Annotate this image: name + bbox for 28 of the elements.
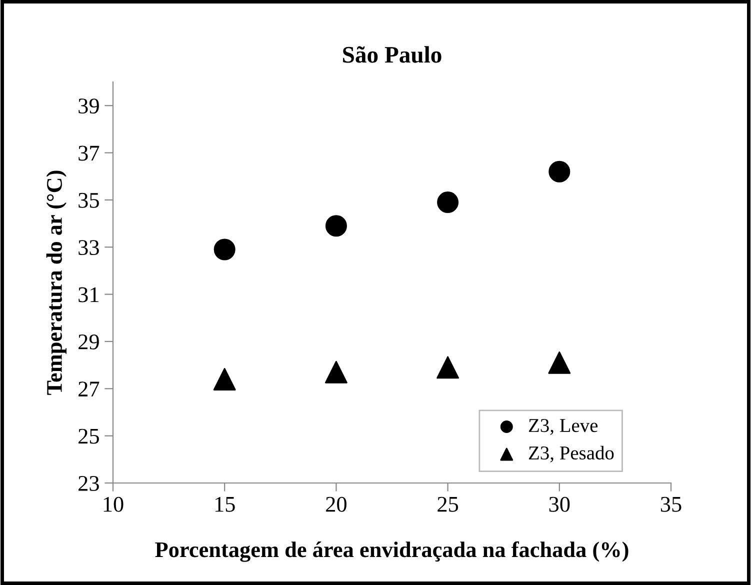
x-tick-label: 30: [549, 496, 570, 512]
x-tick-label: 25: [438, 496, 458, 512]
point: [325, 215, 347, 237]
legend-label: Z3, Pesado: [528, 446, 614, 462]
y-tick-label: 33: [78, 240, 99, 256]
y-tick-label: 39: [78, 98, 99, 114]
x-tick-label: 35: [660, 496, 682, 512]
x-tick-label: 20: [326, 496, 346, 512]
point: [548, 351, 571, 374]
point: [213, 368, 236, 390]
legend-label: Z3, Leve: [528, 419, 598, 435]
x-axis-title: Porcentagem de área envidraçada na fachada (%): [155, 541, 628, 562]
x-tick-label: 10: [104, 496, 124, 512]
y-tick-label: 29: [78, 334, 99, 350]
chart-title: São Paulo: [343, 46, 442, 63]
point: [324, 360, 348, 384]
y-tick-label: 31: [78, 287, 98, 302]
x-tick-label: 15: [215, 496, 235, 512]
point: [548, 160, 570, 182]
y-tick-label: 27: [78, 382, 100, 396]
y-tick-label: 25: [78, 428, 99, 444]
y-tick-label: 35: [78, 192, 99, 208]
y-tick-label: 37: [78, 146, 100, 161]
y-axis-title: Temperatura do ar (°C): [46, 170, 66, 395]
y-tick-label: 23: [78, 476, 99, 491]
point: [437, 192, 459, 214]
point: [214, 238, 236, 260]
point: [436, 356, 460, 379]
